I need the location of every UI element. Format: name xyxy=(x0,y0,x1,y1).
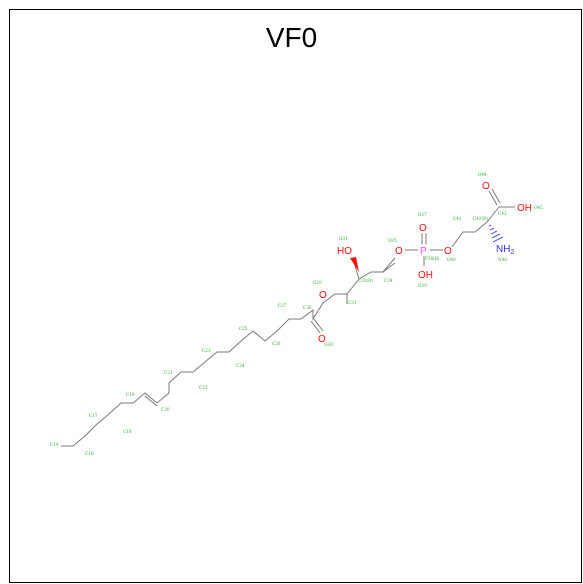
acid-oh-label: OH xyxy=(517,203,532,214)
molecule-title: VF0 xyxy=(265,22,318,53)
chain-bond xyxy=(61,262,396,447)
carbonyl-double-bond xyxy=(310,320,321,334)
serine-bonds xyxy=(451,206,500,248)
stereo-hash xyxy=(488,224,504,243)
amine-nh: NH xyxy=(496,244,510,255)
carbonyl-o-label: O xyxy=(318,334,326,345)
stereo-wedge xyxy=(350,257,359,272)
atom-label: O45 xyxy=(534,205,543,210)
atom-label: C27 xyxy=(278,303,287,308)
phosphate-oh-label: OH xyxy=(418,270,433,281)
atom-label: C34 xyxy=(384,278,393,283)
atom-label: C33(R) xyxy=(358,278,373,283)
atom-label: C42(R) xyxy=(473,216,488,221)
atom-label: O39 xyxy=(418,283,427,288)
atom-index-labels: O31 O29 O30 C27 C26 C28 C25 C24 C23 C22 … xyxy=(50,172,543,456)
atom-label: C43 xyxy=(498,211,507,216)
phosphate-o-label-1: O xyxy=(395,246,403,257)
double-bond-chain xyxy=(144,395,158,407)
atom-label: N46 xyxy=(498,257,507,262)
atom-label: O40 xyxy=(447,257,456,262)
atom-label: O44 xyxy=(478,172,487,177)
atom-label: C17 xyxy=(89,413,98,418)
atom-label: O30 xyxy=(324,342,333,347)
atom-label: C14 xyxy=(50,442,59,447)
atom-label: P38(R) xyxy=(425,256,440,261)
c-glyc-o-bond xyxy=(382,257,396,273)
atom-label: C16 xyxy=(85,451,94,456)
atom-label: C31 xyxy=(348,300,357,305)
atom-label: C25 xyxy=(239,326,248,331)
carbonyl-double-bond-2 xyxy=(313,318,324,332)
ho-label: HO xyxy=(337,246,352,257)
phosphorus-label: P xyxy=(420,246,427,257)
acid-double-o-a xyxy=(488,190,498,206)
atom-label: C26 xyxy=(303,305,312,310)
atom-label: C28 xyxy=(272,341,281,346)
phosphate-double-o-label: O xyxy=(419,223,427,234)
atom-label: C22 xyxy=(199,385,208,390)
amine-label: NH2 xyxy=(496,244,514,256)
atom-label: O35 xyxy=(388,238,397,243)
atom-label: O29 xyxy=(313,280,322,285)
atom-label: C23 xyxy=(202,348,211,353)
atom-label: C24 xyxy=(236,363,245,368)
phosphate-o-label-2: O xyxy=(444,246,452,257)
acid-double-o-b xyxy=(491,188,501,204)
atom-label: O37 xyxy=(418,212,427,217)
atom-label: C21 xyxy=(164,370,173,375)
structure-frame xyxy=(9,9,582,583)
atom-label: C18 xyxy=(123,429,132,434)
atom-label: C41 xyxy=(453,216,462,221)
acid-double-o-label: O xyxy=(482,181,490,192)
atom-label: C20 xyxy=(161,407,170,412)
amine-subscript: 2 xyxy=(510,249,514,256)
fatty-chain-bonds xyxy=(61,188,515,447)
ester-o-label: O xyxy=(319,290,327,301)
atom-label: C19 xyxy=(126,392,135,397)
atom-label: O31 xyxy=(339,236,348,241)
